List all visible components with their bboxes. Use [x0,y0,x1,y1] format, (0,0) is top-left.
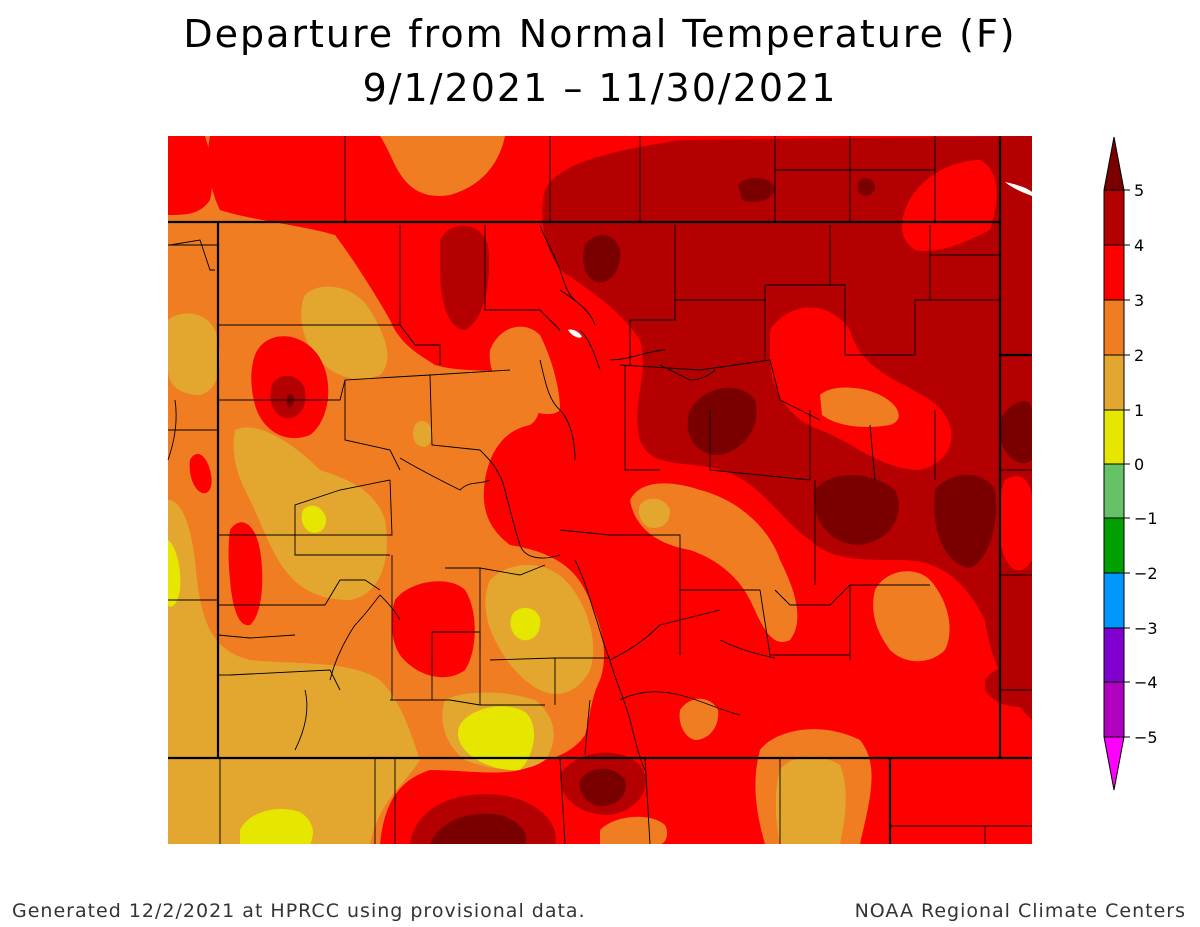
colorbar-segment-m2tom1 [1104,518,1124,573]
colorbar-segment-2to3 [1104,300,1124,355]
lake [1005,182,1032,196]
footer-credit: NOAA Regional Climate Centers [854,900,1186,922]
colorbar-segment-m4tom3 [1104,628,1124,682]
contour-fill-0to1 [240,809,313,844]
contour-fill-gt5 [582,234,621,283]
colorbar-label: 5 [1134,181,1144,200]
contour-fill-gt5 [430,813,527,844]
colorbar-label: −4 [1134,673,1158,692]
contour-fill-3to4 [902,160,997,251]
contour-fill-0to1 [301,505,327,533]
colorbar-segment-4to5 [1104,190,1124,245]
contour-fill-2to3 [380,136,505,196]
contour-fill-1to2 [638,498,670,528]
map-title: Departure from Normal Temperature (F) [183,12,1017,56]
colorbar-label: 3 [1134,291,1144,310]
colorbar-segment-1to2 [1104,355,1124,410]
contour-fill-2to3 [820,387,899,427]
colorbar-label: −2 [1134,564,1158,583]
contour-fill-1to2 [485,565,594,694]
contour-fill-1to2 [301,286,388,379]
contour-fill-2to3 [489,326,560,415]
contour-fill-gt5 [738,177,775,202]
contour-fill-1to2 [168,313,220,395]
colorbar-label: −5 [1134,728,1158,747]
colorbar-segment-0to1 [1104,410,1124,464]
contour-fill-0to1 [457,706,535,771]
map-date-range: 9/1/2021 – 11/30/2021 [362,66,838,110]
contour-fill-2to3 [630,483,798,642]
lake [568,329,582,338]
colorbar-label: 2 [1134,346,1144,365]
contour-fill-0to1 [510,607,541,641]
contour-fill-gt5 [287,393,294,408]
contour-fill-gt5 [687,387,757,455]
contour-fill-2to3 [873,571,950,662]
contour-fill-0to1 [168,540,181,607]
contour-fill-3to4 [168,136,213,215]
colorbar-label: −1 [1134,509,1158,528]
colorbar-segment-3to4 [1104,245,1124,300]
county-boundaries [167,136,1032,845]
colorbar-label: −3 [1134,619,1158,638]
colorbar-label: 1 [1134,401,1144,420]
contour-fill-3to4 [189,454,212,494]
contour-fill-gt5 [1000,401,1032,464]
colorbar-label: 0 [1134,455,1144,474]
contour-fill-2to3 [600,816,668,844]
contour-fill-3to4 [391,581,475,678]
contour-fill-3to4 [770,307,952,470]
footer-generated-note: Generated 12/2/2021 at HPRCC using provi… [12,900,586,922]
contour-fill-1to2 [413,420,432,447]
contour-fill-4to5 [440,225,490,330]
map-contour-fills [168,136,1032,844]
colorbar-segment-m3tom2 [1104,573,1124,628]
contour-fill-3to4 [228,522,263,626]
contour-fill-3to4 [999,476,1032,571]
contour-fill-gt5 [579,768,626,807]
colorbar-segment-m1to0 [1104,464,1124,518]
contour-fill-gt5 [858,178,875,196]
contour-fill-gt5 [934,475,997,568]
colorbar-segment-m5tom4 [1104,682,1124,737]
contour-fill-2to3 [679,698,719,740]
contour-fill-4to5 [542,136,1032,720]
colorbar-label: 4 [1134,236,1144,255]
colorbar-bottom-arrow [1104,737,1124,790]
contour-fill-4to5 [985,663,1032,707]
colorbar-top-arrow [1104,137,1124,190]
colorbar: 5 4 3 2 1 0 −1 −2 −3 −4 −5 [1103,136,1158,791]
contour-fill-gt5 [814,475,899,545]
state-boundaries [168,136,1032,844]
contour-fill-1to2 [775,756,846,844]
